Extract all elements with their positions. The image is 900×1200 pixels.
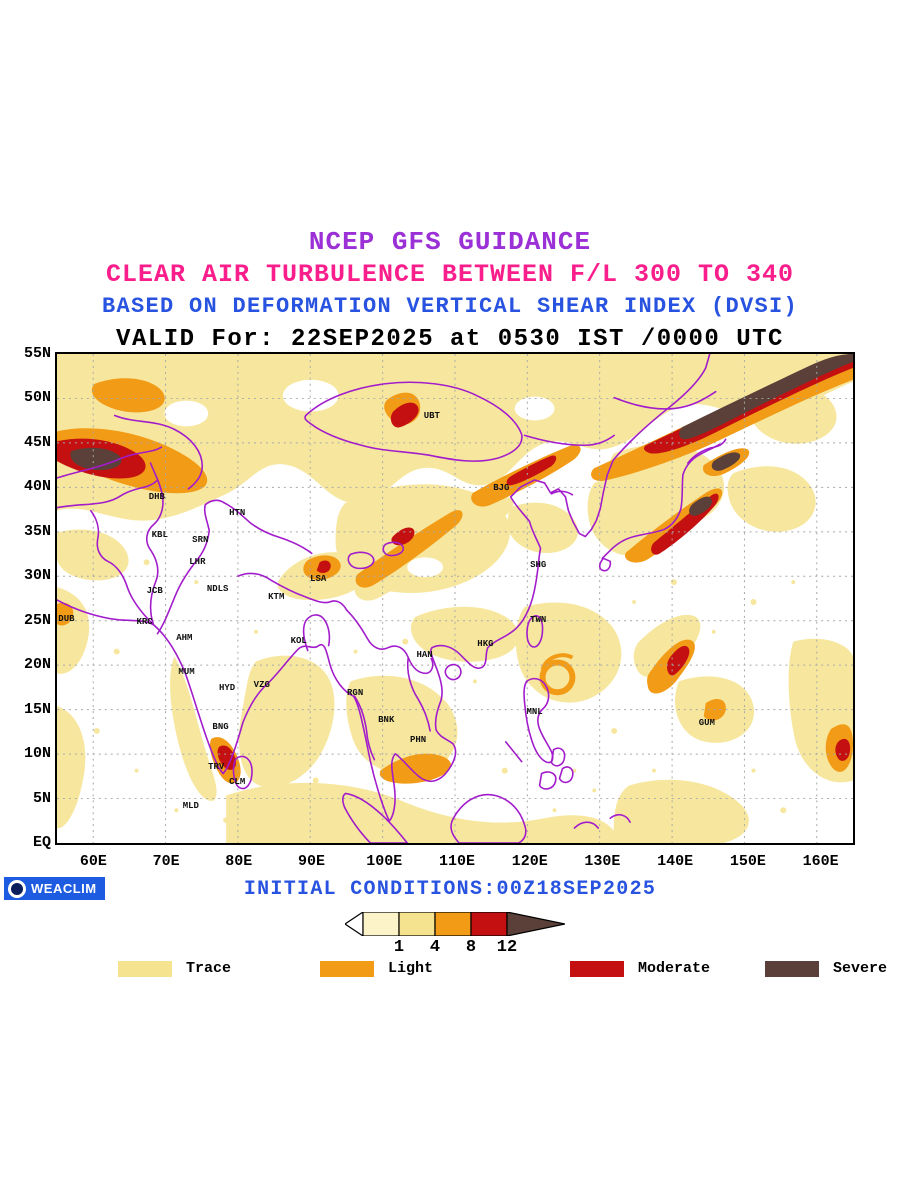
station-label-bnk: BNK: [378, 715, 395, 726]
station-label-ubt: UBT: [423, 411, 440, 422]
legend-item-severe: Severe: [765, 960, 887, 977]
lat-tick-label: 40N: [23, 478, 51, 496]
station-label-kol: KOL: [290, 636, 307, 647]
station-label-rgn: RGN: [347, 687, 364, 698]
lon-tick-label: 110E: [438, 853, 475, 870]
legend-swatch-moderate: [570, 960, 624, 977]
legend-label: Light: [388, 960, 434, 977]
lon-tick-label: 60E: [79, 853, 107, 870]
lat-tick-label: 35N: [23, 522, 51, 540]
colorbar-value: 1: [393, 938, 405, 957]
lon-tick-label: 140E: [657, 853, 694, 870]
legend-swatch-light: [320, 960, 374, 977]
station-label-hkg: HKG: [477, 638, 494, 649]
legend-item-moderate: Moderate: [570, 960, 710, 977]
colorbar-arrow: [343, 910, 566, 938]
chart-method: BASED ON DEFORMATION VERTICAL SHEAR INDE…: [101, 294, 799, 319]
colorbar-value: 4: [429, 938, 441, 957]
station-label-twn: TWN: [530, 614, 547, 625]
valid-time: VALID For: 22SEP2025 at 0530 IST /0000 U…: [116, 326, 784, 353]
station-label-phn: PHN: [409, 734, 427, 745]
map-area: 55N 50N 45N 40N 35N 30N 25N 20N 15N 10N 5N EQ 60E 70…: [24, 345, 855, 870]
intensity-legend: Trace Light Moderate Severe: [0, 960, 900, 984]
lat-tick-label: 30N: [23, 567, 51, 585]
weaclim-label: WEACLIM: [31, 881, 97, 896]
station-label-kbl: KBL: [151, 530, 168, 541]
station-label-han: HAN: [416, 649, 433, 660]
station-label-lhr: LHR: [189, 557, 206, 568]
lon-tick-label: 150E: [729, 853, 766, 870]
lat-tick-label: 5N: [32, 789, 51, 807]
station-label-bjg: BJG: [493, 483, 510, 494]
station-label-hyd: HYD: [218, 683, 236, 694]
station-label-mum: MUM: [178, 667, 195, 678]
station-label-mnl: MNL: [526, 707, 543, 718]
title-block: NCEP GFS GUIDANCE CLEAR AIR TURBULENCE B…: [0, 226, 900, 356]
colorbar-value: 8: [465, 938, 477, 957]
legend-label: Moderate: [638, 960, 711, 977]
coastlines: [57, 354, 727, 843]
station-label-bng: BNG: [212, 722, 229, 733]
station-label-srn: SRN: [192, 534, 209, 545]
station-label-krc: KRC: [136, 616, 153, 627]
station-label-dub: DUB: [58, 613, 75, 624]
lat-tick-label: 25N: [23, 611, 51, 629]
station-label-mld: MLD: [182, 800, 199, 811]
legend-swatch-severe: [765, 960, 819, 977]
lat-tick-label: 50N: [23, 389, 51, 407]
initial-conditions: INITIAL CONDITIONS:00Z18SEP2025: [243, 878, 657, 901]
lat-tick-label: 55N: [23, 345, 51, 362]
legend-item-light: Light: [320, 960, 433, 977]
legend-swatch-trace: [118, 960, 172, 977]
weaclim-badge: WEACLIM: [4, 877, 105, 900]
colorbar-value: 12: [496, 938, 518, 957]
station-label-ndls: NDLS: [206, 583, 229, 594]
station-label-vzg: VZG: [253, 679, 270, 690]
shading-gaps: [164, 379, 555, 578]
lat-tick-label: 15N: [23, 700, 51, 718]
lon-tick-label: 160E: [802, 853, 839, 870]
legend-item-trace: Trace: [118, 960, 231, 977]
lat-tick-label: EQ: [32, 834, 51, 851]
lon-tick-label: 90E: [298, 853, 326, 870]
lon-tick-label: 80E: [225, 853, 253, 870]
lon-tick-label: 130E: [584, 853, 621, 870]
station-label-trv: TRV: [208, 762, 225, 773]
lat-tick-label: 10N: [23, 745, 51, 763]
station-label-gum: GUM: [698, 717, 715, 728]
turbulence-map-canvas: [57, 354, 853, 843]
lat-tick-label: 45N: [23, 433, 51, 451]
station-label-lsa: LSA: [310, 573, 327, 584]
colorbar: 1 4 8 12: [343, 910, 566, 964]
station-label-ktm: KTM: [268, 591, 285, 602]
gridlines: [57, 354, 853, 843]
weaclim-logo-icon: [8, 879, 26, 898]
lon-tick-label: 120E: [511, 853, 548, 870]
lat-tick-label: 20N: [23, 656, 51, 674]
station-label-clm: CLM: [229, 776, 246, 787]
chart-title: NCEP GFS GUIDANCE: [308, 227, 592, 257]
station-label-ahm: AHM: [176, 632, 193, 643]
lon-tick-label: 70E: [152, 853, 180, 870]
lon-tick-label: 100E: [366, 853, 403, 870]
station-label-shg: SHG: [530, 559, 547, 570]
legend-label: Severe: [833, 960, 888, 977]
station-label-htn: HTN: [229, 508, 246, 519]
turbulence-shading-severe: [70, 354, 853, 516]
station-label-dhb: DHB: [148, 492, 165, 503]
legend-label: Trace: [186, 960, 232, 977]
station-label-jcb: JCB: [146, 586, 163, 597]
chart-subtitle: CLEAR AIR TURBULENCE BETWEEN F/L 300 TO …: [105, 260, 795, 289]
